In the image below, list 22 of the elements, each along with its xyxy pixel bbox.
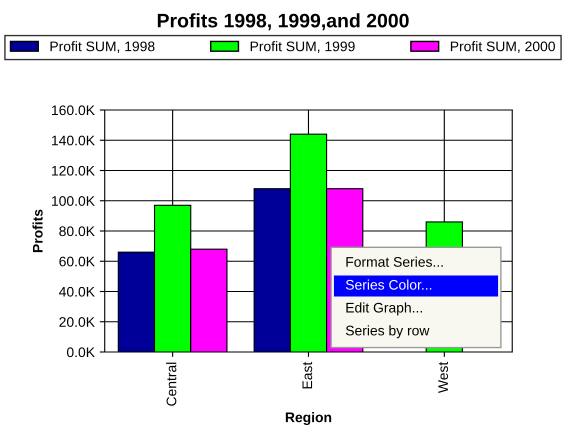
y-tick-label: 40.0K [59, 286, 95, 297]
annotation: Format Series... [346, 256, 443, 267]
y-tick-label: 100.0K [52, 196, 95, 206]
x-tick-label: West [438, 362, 448, 394]
legend-label: Profit SUM, 1998 [50, 41, 155, 53]
y-tick-label: 60.0K [59, 256, 95, 266]
x-tick-label: East [302, 362, 312, 388]
y-tick-label: 160.0K [52, 105, 95, 116]
annotation: Series Color... [346, 280, 432, 290]
x-axis-title: Region [286, 412, 332, 426]
y-axis-title: Profits [32, 210, 43, 252]
y-tick-label: 120.0K [52, 166, 95, 176]
legend-label: Profit SUM, 1999 [250, 41, 355, 53]
x-tick-label: Central [166, 362, 176, 406]
y-tick-label: 0.0K [66, 347, 95, 358]
y-tick-label: 80.0K [59, 226, 95, 236]
annotation: Edit Graph... [346, 302, 422, 316]
chart-title: Profits 1998, 1999,and 2000 [158, 13, 409, 30]
legend-label: Profit SUM, 2000 [450, 41, 555, 53]
y-tick-label: 140.0K [52, 136, 95, 146]
y-tick-label: 20.0K [59, 317, 95, 327]
annotation: Series by row [346, 325, 430, 338]
